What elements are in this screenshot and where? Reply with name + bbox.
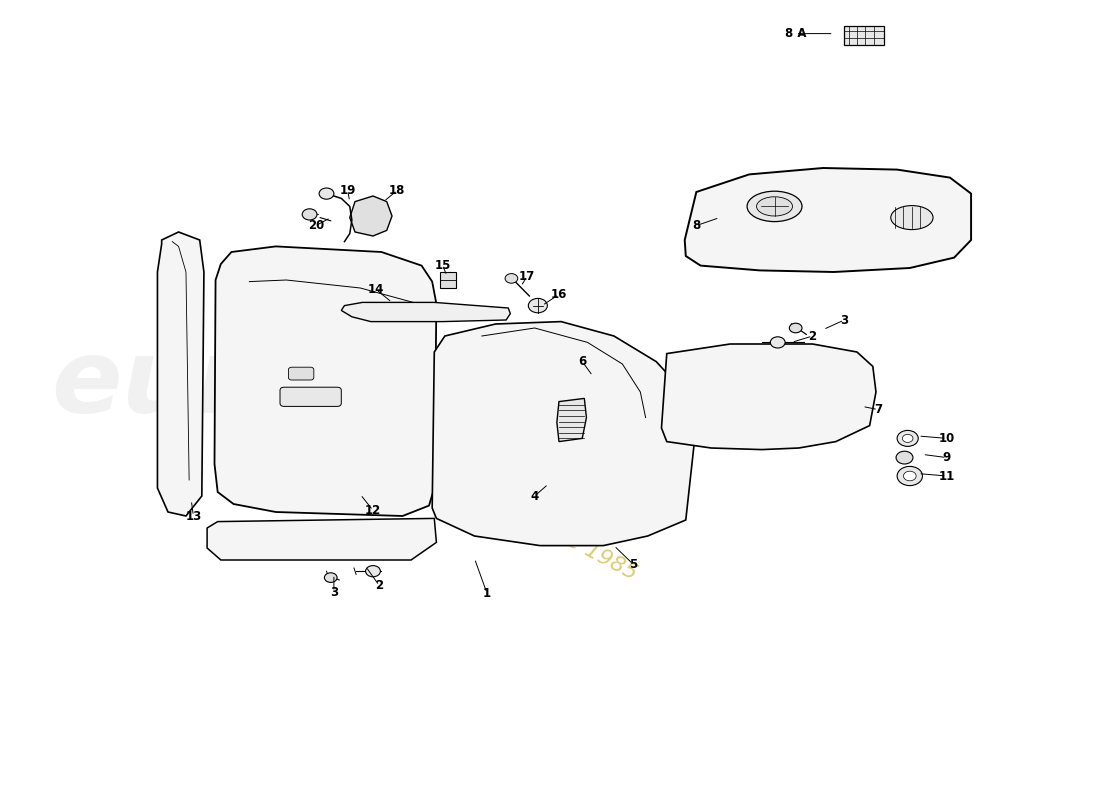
- Text: 10: 10: [938, 432, 955, 445]
- Text: 1: 1: [483, 587, 492, 600]
- Text: 20: 20: [308, 219, 324, 232]
- Circle shape: [790, 323, 802, 333]
- Text: 13: 13: [185, 510, 201, 522]
- Polygon shape: [557, 398, 586, 442]
- Circle shape: [319, 188, 334, 199]
- Text: 5: 5: [629, 558, 637, 570]
- FancyBboxPatch shape: [288, 367, 313, 380]
- Polygon shape: [214, 246, 437, 516]
- Text: a passion for parts since 1985: a passion for parts since 1985: [334, 408, 640, 584]
- Text: 12: 12: [365, 504, 381, 517]
- Text: 18: 18: [389, 184, 406, 197]
- Circle shape: [365, 566, 381, 577]
- Polygon shape: [432, 322, 696, 546]
- Text: 3: 3: [330, 586, 338, 598]
- Text: eurostos: eurostos: [51, 334, 564, 434]
- Text: 9: 9: [943, 451, 950, 464]
- Polygon shape: [661, 344, 876, 450]
- Text: 11: 11: [938, 470, 955, 482]
- Circle shape: [903, 471, 916, 481]
- Polygon shape: [684, 168, 971, 272]
- Ellipse shape: [891, 206, 933, 230]
- Text: 14: 14: [368, 283, 384, 296]
- Text: 2: 2: [375, 579, 384, 592]
- Ellipse shape: [747, 191, 802, 222]
- Circle shape: [896, 451, 913, 464]
- Text: 8: 8: [692, 219, 701, 232]
- FancyBboxPatch shape: [280, 387, 341, 406]
- FancyBboxPatch shape: [845, 26, 884, 45]
- Ellipse shape: [757, 197, 792, 216]
- Circle shape: [902, 434, 913, 442]
- FancyBboxPatch shape: [440, 272, 456, 288]
- Text: 3: 3: [840, 314, 848, 326]
- Circle shape: [302, 209, 317, 220]
- Circle shape: [898, 430, 918, 446]
- Text: 7: 7: [874, 403, 882, 416]
- Polygon shape: [350, 196, 392, 236]
- Circle shape: [898, 466, 923, 486]
- Text: 15: 15: [434, 259, 451, 272]
- Circle shape: [770, 337, 785, 348]
- Polygon shape: [157, 232, 204, 516]
- Polygon shape: [207, 518, 437, 560]
- Circle shape: [505, 274, 518, 283]
- Text: 2: 2: [808, 330, 816, 342]
- Circle shape: [324, 573, 337, 582]
- Text: 8 A: 8 A: [785, 27, 806, 40]
- Text: 19: 19: [340, 184, 355, 197]
- Text: 17: 17: [519, 270, 536, 282]
- Polygon shape: [341, 302, 510, 322]
- Text: 4: 4: [530, 490, 539, 502]
- Text: 16: 16: [551, 288, 568, 301]
- Circle shape: [528, 298, 548, 313]
- Text: 6: 6: [579, 355, 586, 368]
